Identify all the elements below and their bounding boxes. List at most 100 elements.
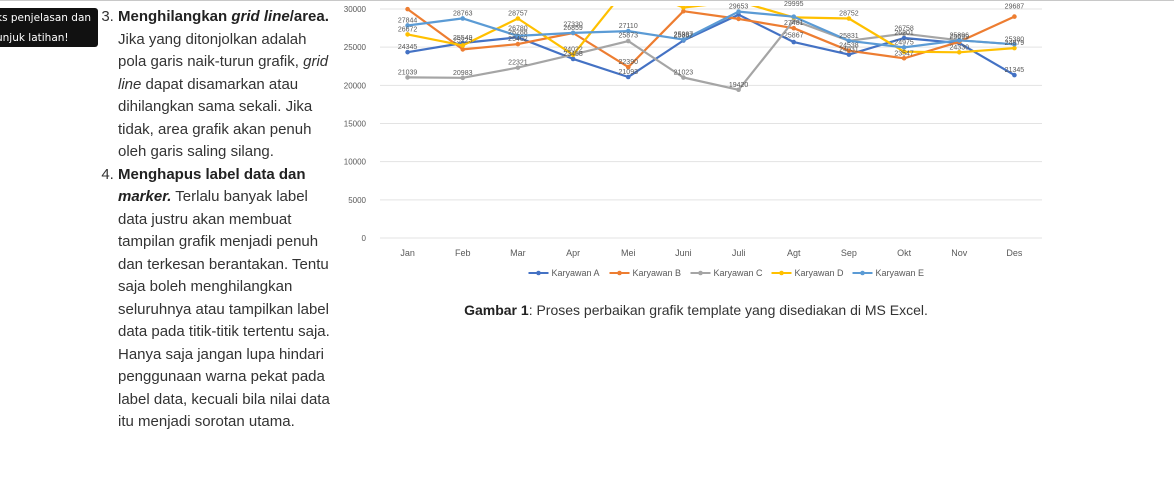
data-point [956, 49, 962, 55]
data-point [1012, 72, 1017, 78]
y-tick-label: 15000 [344, 120, 367, 129]
data-point [901, 35, 907, 41]
data-label: 21345 [1005, 67, 1025, 74]
legend-marker [536, 270, 541, 276]
item3-body-em: grid line [118, 53, 329, 93]
data-point [736, 9, 741, 14]
series-line [407, 10, 1015, 49]
data-point [956, 38, 962, 43]
x-tick-label: Feb [455, 248, 471, 258]
data-label: 25699 [950, 34, 970, 41]
data-label: 26288 [508, 29, 528, 36]
data-label: 21023 [674, 70, 694, 77]
data-point [791, 25, 797, 31]
data-point [901, 31, 907, 37]
data-point [515, 65, 521, 70]
y-tick-label: 25000 [344, 43, 367, 52]
data-point [570, 30, 576, 36]
data-label: 25873 [619, 33, 639, 40]
x-tick-label: Mei [621, 248, 636, 258]
data-label: 27330 [563, 21, 583, 28]
legend-label: Karyawan E [876, 268, 925, 278]
data-label: 19420 [729, 82, 749, 89]
data-label: 25882 [674, 32, 694, 39]
data-label: 25831 [839, 33, 859, 40]
data-label: 20983 [453, 70, 473, 77]
data-point [515, 41, 521, 47]
line-chart: 0 5000 10000 15000 20000 25000 30000 Jan Feb Mar… [336, 0, 1044, 290]
data-point [625, 38, 631, 44]
data-label: 29687 [1005, 3, 1025, 10]
data-point [846, 16, 852, 21]
data-label: 26672 [398, 26, 418, 33]
data-point [625, 74, 631, 80]
x-tick-label: Juni [675, 248, 692, 258]
data-point [791, 14, 797, 19]
data-point [625, 28, 631, 34]
data-label: 24975 [894, 39, 914, 46]
x-tick-label: Mar [510, 248, 526, 258]
data-point [901, 55, 907, 61]
data-point [846, 38, 852, 44]
data-point [1012, 45, 1017, 51]
caption-text: : Proses perbaikan grafik template yang … [528, 302, 928, 318]
series-line [407, 13, 1015, 79]
data-point [460, 43, 466, 48]
data-point [736, 16, 741, 22]
data-label: 29995 [784, 1, 804, 8]
series-line [406, 8, 1015, 69]
data-point [515, 16, 521, 21]
data-label: 25896 [950, 32, 970, 39]
data-point [846, 48, 852, 53]
data-label: 22390 [619, 59, 639, 66]
list-item-4: Menghapus label data dan marker. Terlalu… [118, 164, 334, 434]
figure-caption: Gambar 1: Proses perbaikan grafik templa… [336, 302, 1056, 318]
data-label: 27110 [619, 23, 638, 30]
y-tick-label: 20000 [344, 81, 367, 90]
list-item-3: Menghilangkan grid line/area. Jika yang … [118, 6, 334, 164]
data-point [405, 6, 410, 12]
chart-svg: 0 5000 10000 15000 20000 25000 30000 Jan Feb Mar… [344, 1, 1042, 278]
data-point [681, 8, 686, 14]
legend-label: Karyawan C [714, 268, 764, 278]
data-point [460, 75, 466, 81]
tooltip-line-1: ks penjelasan dan [0, 12, 92, 24]
series-line [407, 19, 1015, 91]
tooltip-popup[interactable]: ks penjelasan dan unjuk latihan! [0, 8, 98, 47]
article-text: Menghilangkan grid line/area. Jika yang … [102, 0, 334, 434]
data-label: 28763 [453, 10, 473, 17]
data-point [460, 47, 466, 52]
legend-marker [617, 270, 622, 276]
data-label: 24538 [839, 43, 859, 50]
data-label: 24345 [398, 44, 418, 51]
tooltip-line-2: unjuk latihan! [0, 32, 69, 44]
data-label: 24879 [1005, 40, 1025, 47]
data-label: 26859 [563, 25, 583, 32]
x-tick-label: Apr [566, 248, 580, 258]
data-label: 29653 [729, 4, 749, 11]
data-point [736, 87, 741, 93]
data-label: 22321 [508, 60, 528, 67]
data-label: 25380 [1005, 36, 1025, 43]
y-tick-label: 30000 [344, 5, 367, 14]
item4-body: Terlalu banyak label data justru akan me… [118, 188, 330, 430]
data-label: 28752 [839, 11, 859, 18]
y-tick-label: 10000 [344, 158, 367, 167]
y-tick-label: 0 [362, 234, 367, 243]
data-label: 23458 [563, 51, 583, 58]
item4-title: Menghapus label data dan marker. [118, 165, 306, 206]
data-label: 24031 [839, 47, 859, 54]
data-point [791, 39, 797, 45]
x-tick-label: Sep [841, 248, 857, 258]
data-point [1012, 14, 1017, 19]
x-tick-label: Jan [400, 248, 415, 258]
data-point [1012, 41, 1017, 47]
data-label: 28757 [508, 10, 528, 17]
data-point [681, 37, 686, 42]
x-tick-label: Des [1006, 248, 1023, 258]
data-label: 25549 [453, 35, 473, 42]
caption-label: Gambar 1 [464, 302, 529, 318]
legend-label: Karyawan D [795, 268, 845, 278]
data-label: 24022 [563, 47, 583, 54]
y-tick-label: 5000 [348, 196, 366, 205]
